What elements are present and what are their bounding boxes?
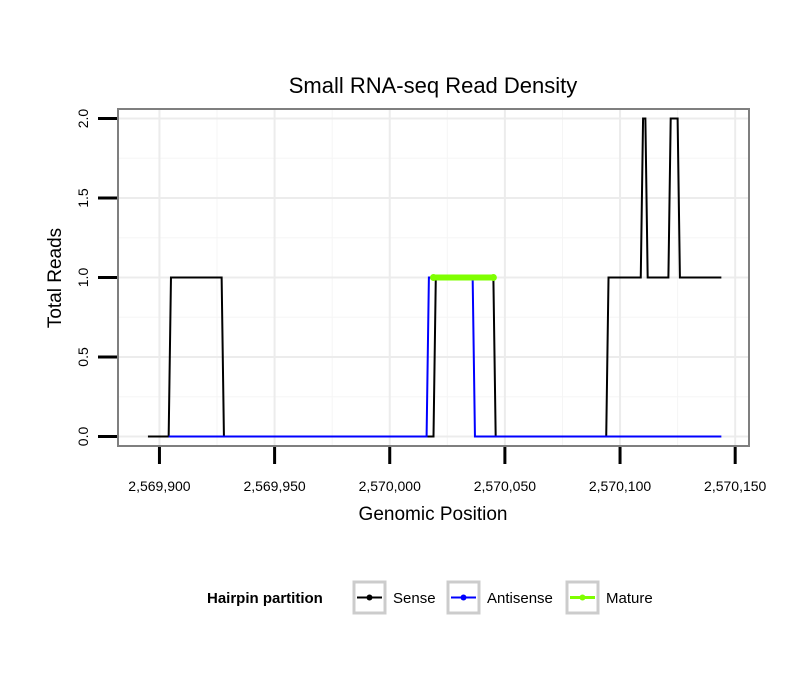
axes-layer: 2,569,900 2,569,950 2,570,000 2,570,050 2,57… — [75, 109, 767, 494]
legend: Hairpin partition Sense Antisense Mature — [207, 580, 653, 615]
panel-border — [117, 108, 750, 447]
y-tick-label: 0.5 — [75, 347, 91, 367]
series-layer — [147, 117, 722, 438]
legend-label-sense: Sense — [393, 590, 436, 607]
y-tick-label: 2.0 — [75, 109, 91, 129]
series-point-mature — [489, 274, 497, 281]
x-tick-label: 2,569,900 — [128, 478, 190, 494]
legend-key-point — [366, 594, 373, 601]
x-tick-label: 2,569,950 — [243, 478, 305, 494]
x-tick-label: 2,570,050 — [474, 478, 536, 494]
legend-key-point — [460, 594, 467, 601]
y-tick-label: 0.0 — [75, 427, 91, 447]
x-axis-title: Genomic Position — [359, 504, 508, 525]
chart-title: Small RNA-seq Read Density — [289, 73, 578, 98]
series-line-sense — [147, 117, 722, 438]
y-axis-title: Total Reads — [45, 228, 66, 328]
x-tick-label: 2,570,100 — [589, 478, 651, 494]
legend-key-point — [579, 594, 586, 601]
y-tick-label: 1.5 — [75, 188, 91, 208]
legend-label-antisense: Antisense — [487, 590, 553, 607]
y-tick-label: 1.0 — [75, 268, 91, 288]
x-tick-label: 2,570,000 — [359, 478, 421, 494]
legend-title: Hairpin partition — [207, 590, 323, 607]
series-point-mature — [430, 274, 437, 281]
legend-label-mature: Mature — [606, 590, 653, 607]
x-tick-label: 2,570,150 — [704, 478, 766, 494]
